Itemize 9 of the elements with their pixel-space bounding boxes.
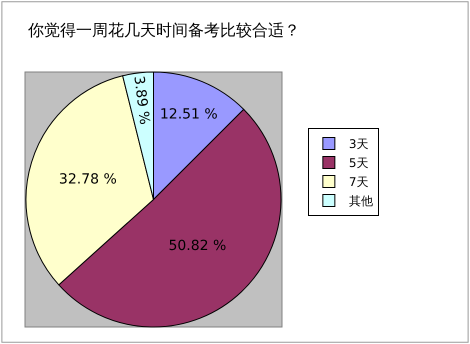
legend-label: 其他 [348,194,373,208]
data-label: 50.82 % [168,238,226,254]
chart-title: 你觉得一周花几天时间备考比较合适？ [27,20,300,40]
data-label: 12.51 % [160,106,218,122]
legend-label: 7天 [348,175,368,190]
data-label: 32.78 % [58,171,117,188]
legend-label: 3天 [348,137,368,152]
data-label: 3.89 % [130,75,152,126]
legend-label: 5天 [348,156,368,170]
